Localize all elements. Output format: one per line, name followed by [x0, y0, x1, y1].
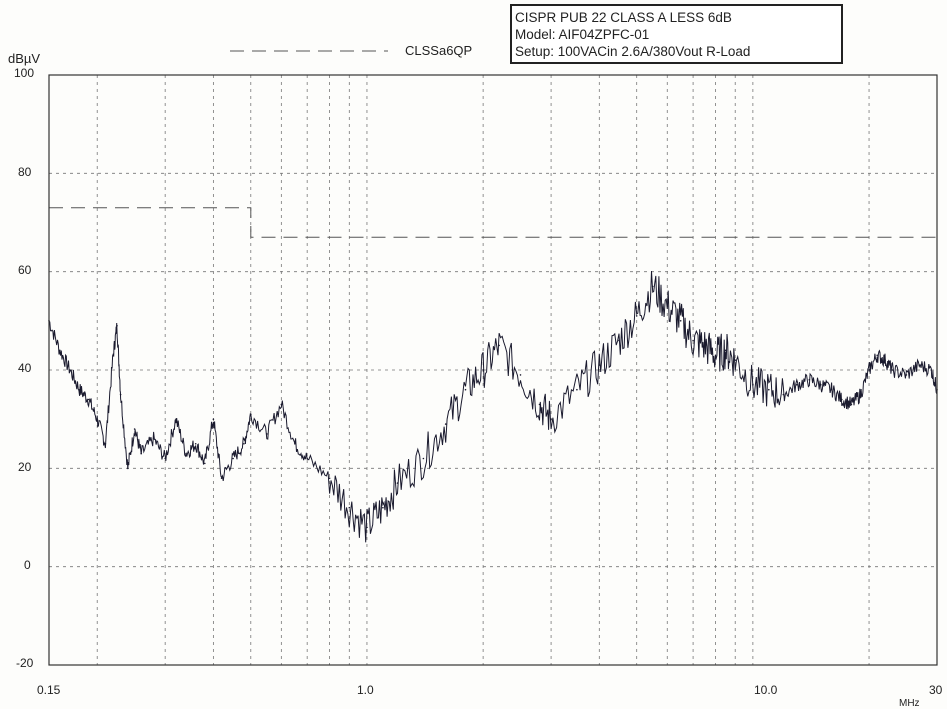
trace-point: [538, 403, 541, 406]
trace-point: [87, 398, 90, 401]
trace-point: [768, 388, 770, 391]
x-unit-label: MHz: [899, 698, 920, 709]
trace-point: [808, 379, 811, 381]
trace-point: [679, 320, 682, 322]
trace-point: [422, 457, 425, 460]
x-tick-label: 30: [929, 683, 943, 697]
trace-point: [444, 423, 447, 425]
y-axis-label: dBµV: [8, 51, 41, 66]
trace-point: [194, 443, 197, 445]
trace-point: [382, 506, 384, 509]
limit-series: [49, 207, 937, 238]
trace-point: [96, 418, 98, 421]
trace-point: [850, 403, 853, 406]
trace-point: [250, 413, 252, 416]
trace-point: [830, 388, 833, 391]
trace-point: [859, 393, 862, 396]
trace-point: [140, 452, 142, 455]
setup-line: Setup: 100VACin 2.6A/380Vout R-Load: [515, 44, 751, 59]
trace-point: [112, 354, 114, 357]
trace-point: [734, 359, 736, 362]
y-tick-label: 40: [18, 361, 32, 375]
trace-point: [59, 349, 61, 352]
trace-point: [175, 418, 177, 421]
standard-title: CISPR PUB 22 CLASS A LESS 6dB: [515, 10, 732, 25]
trace-point: [498, 344, 500, 347]
trace-point: [876, 354, 878, 357]
trace-point: [905, 374, 908, 376]
trace-point: [366, 526, 368, 529]
y-tick-label: 0: [24, 558, 31, 572]
limit-line-clssa6qp: [49, 207, 937, 238]
trace-point: [576, 388, 578, 391]
trace-point: [220, 477, 223, 480]
trace-point: [752, 384, 754, 386]
model-line: Model: AIF04ZPFC-01: [515, 27, 650, 42]
trace-point: [884, 359, 886, 362]
trace-point: [104, 443, 107, 445]
trace-point: [116, 325, 118, 327]
trace-point: [69, 369, 71, 371]
trace-point: [348, 506, 351, 509]
trace-point: [820, 384, 822, 386]
trace-point: [550, 418, 552, 421]
trace-point: [306, 457, 309, 460]
trace-point: [930, 369, 933, 371]
trace-point: [891, 369, 894, 371]
trace-point: [212, 418, 215, 421]
trace-point: [703, 344, 706, 347]
trace-point: [280, 403, 283, 406]
trace-point: [204, 462, 206, 465]
trace-point: [119, 393, 122, 396]
trace-point: [396, 482, 399, 484]
trace-line: [48, 270, 938, 543]
trace-point: [232, 457, 234, 460]
trace-point: [78, 388, 81, 391]
trace-point: [185, 452, 187, 455]
trace-point: [294, 443, 296, 445]
trace-series: [48, 270, 938, 543]
trace-point: [133, 428, 136, 430]
trace-point: [714, 354, 717, 357]
trace-point: [243, 443, 245, 445]
x-tick-label: 1.0: [357, 683, 374, 697]
trace-point: [598, 364, 601, 366]
y-tick-label: 60: [18, 263, 32, 277]
trace-point: [266, 433, 268, 435]
trace-point: [651, 285, 654, 288]
trace-point: [796, 384, 798, 386]
trace-point: [918, 364, 921, 366]
trace-point: [464, 388, 467, 391]
trace-point: [782, 393, 785, 396]
y-tick-label: 100: [14, 66, 35, 80]
y-tick-label: 80: [18, 165, 32, 179]
trace-point: [724, 349, 727, 352]
x-tick-label: 0.15: [37, 683, 61, 697]
trace-point: [482, 369, 484, 371]
trace-point: [328, 477, 331, 480]
y-tick-label: 20: [18, 460, 32, 474]
trace-point: [635, 315, 638, 317]
x-tick-label: 10.0: [754, 683, 778, 697]
trace-point: [164, 457, 166, 460]
info-box: CISPR PUB 22 CLASS A LESS 6dB Model: AIF…: [510, 4, 843, 64]
trace-point: [841, 398, 843, 401]
grid-lines: [49, 75, 937, 665]
y-tick-label: -20: [16, 656, 34, 670]
trace-point: [692, 339, 694, 342]
trace-point: [127, 467, 129, 470]
plot-frame: [48, 74, 938, 666]
legend-label: CLSSa6QP: [405, 43, 473, 58]
trace-point: [666, 305, 669, 307]
trace-point: [868, 369, 870, 371]
trace-point: [152, 438, 155, 440]
trace-point: [519, 374, 522, 376]
trace-point: [618, 339, 620, 342]
